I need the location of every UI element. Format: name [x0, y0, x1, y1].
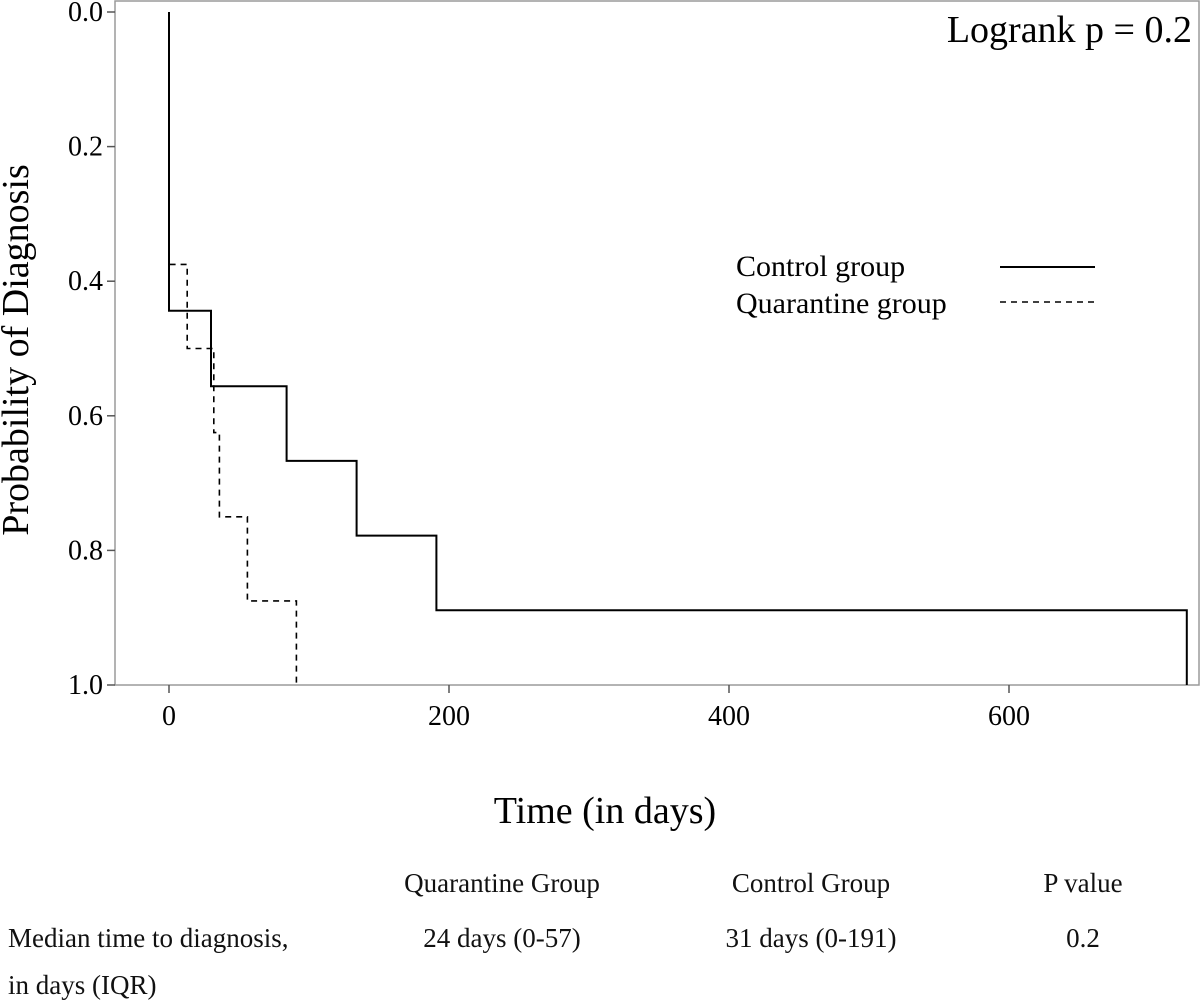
- y-axis: 0.0 0.2 0.4 0.6 0.8 1.0: [68, 0, 115, 701]
- series-line-control: [168, 12, 1188, 685]
- table-header-pvalue: P value: [1043, 868, 1123, 898]
- x-tick-label: 400: [708, 701, 750, 732]
- survival-chart: 0.0 0.2 0.4 0.6 0.8 1.0 0 200 400 600 Logrank p …: [0, 0, 1200, 832]
- table-header-quarantine: Quarantine Group: [404, 868, 600, 898]
- logrank-annotation: Logrank p = 0.2: [947, 9, 1192, 51]
- y-tick-label: 0.8: [68, 535, 103, 566]
- y-tick-label: 0.6: [68, 401, 103, 432]
- series-line-quarantine: [168, 12, 298, 685]
- y-tick-label: 0.4: [68, 266, 103, 297]
- y-axis-label: Probability of Diagnosis: [0, 164, 37, 536]
- x-tick-label: 200: [428, 701, 470, 732]
- table-cell-control: 31 days (0-191): [725, 923, 897, 953]
- table-row-label-cont: in days (IQR): [8, 970, 157, 1000]
- table-row-label: Median time to diagnosis,: [8, 923, 289, 953]
- y-tick-label: 0.2: [68, 132, 103, 163]
- legend-label-quarantine: Quarantine group: [736, 287, 947, 320]
- series-group: [168, 12, 1188, 685]
- x-axis-label: Time (in days): [494, 790, 716, 832]
- legend: Control group Quarantine group: [736, 250, 1095, 320]
- x-axis: 0 200 400 600: [162, 685, 1030, 732]
- y-tick-label: 0.0: [68, 0, 103, 28]
- table-cell-pvalue: 0.2: [1066, 923, 1100, 953]
- y-tick-label: 1.0: [68, 670, 103, 701]
- legend-label-control: Control group: [736, 250, 905, 283]
- table-cell-quarantine: 24 days (0-57): [423, 923, 581, 953]
- x-tick-label: 600: [988, 701, 1030, 732]
- plot-frame: [114, 0, 1200, 686]
- table-header-control: Control Group: [731, 868, 891, 898]
- x-tick-label: 0: [162, 701, 176, 732]
